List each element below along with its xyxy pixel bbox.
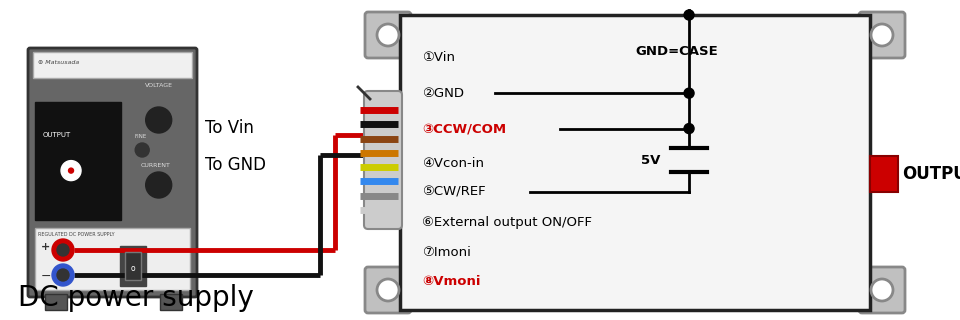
Circle shape bbox=[146, 172, 172, 198]
Bar bbox=[45, 294, 67, 310]
Bar bbox=[870, 156, 898, 192]
Text: ①Vin: ①Vin bbox=[422, 51, 455, 64]
Text: OUTPUT: OUTPUT bbox=[902, 165, 960, 183]
FancyBboxPatch shape bbox=[28, 48, 197, 297]
Circle shape bbox=[52, 264, 74, 286]
Text: OUTPUT: OUTPUT bbox=[43, 132, 71, 138]
Circle shape bbox=[146, 107, 172, 133]
Bar bbox=[125, 252, 141, 280]
Circle shape bbox=[684, 124, 694, 133]
Text: ③CCW/COM: ③CCW/COM bbox=[422, 122, 506, 135]
Circle shape bbox=[871, 279, 893, 301]
FancyBboxPatch shape bbox=[365, 12, 411, 58]
Text: ⑦Imoni: ⑦Imoni bbox=[422, 246, 470, 259]
Bar bbox=[120, 246, 146, 286]
Text: GND=CASE: GND=CASE bbox=[635, 45, 718, 58]
Text: 5V: 5V bbox=[641, 154, 660, 167]
Text: ⊛ Matsusada: ⊛ Matsusada bbox=[38, 60, 80, 65]
Text: +: + bbox=[41, 242, 50, 252]
Circle shape bbox=[61, 161, 81, 180]
Text: To Vin: To Vin bbox=[205, 119, 253, 137]
Circle shape bbox=[871, 24, 893, 46]
Bar bbox=[33, 52, 192, 78]
Bar bbox=[35, 102, 121, 220]
Text: −: − bbox=[41, 270, 52, 283]
Text: VOLTAGE: VOLTAGE bbox=[145, 83, 173, 88]
Text: To GND: To GND bbox=[205, 156, 266, 174]
Text: FINE: FINE bbox=[134, 134, 147, 139]
Text: ⑧Vmoni: ⑧Vmoni bbox=[422, 276, 481, 288]
Text: CURRENT: CURRENT bbox=[141, 163, 171, 168]
Circle shape bbox=[68, 168, 74, 173]
Text: ⑥External output ON/OFF: ⑥External output ON/OFF bbox=[422, 216, 592, 229]
Circle shape bbox=[135, 143, 149, 157]
Circle shape bbox=[377, 279, 399, 301]
Text: ⑤CW/REF: ⑤CW/REF bbox=[422, 186, 486, 198]
Circle shape bbox=[57, 269, 69, 281]
Circle shape bbox=[57, 244, 69, 256]
Text: o: o bbox=[131, 264, 134, 273]
Circle shape bbox=[684, 10, 694, 20]
Bar bbox=[400, 15, 870, 310]
FancyBboxPatch shape bbox=[859, 267, 905, 313]
Text: REGULATED DC POWER SUPPLY: REGULATED DC POWER SUPPLY bbox=[38, 232, 114, 237]
Circle shape bbox=[377, 24, 399, 46]
Circle shape bbox=[684, 88, 694, 98]
Circle shape bbox=[52, 239, 74, 261]
FancyBboxPatch shape bbox=[859, 12, 905, 58]
FancyBboxPatch shape bbox=[365, 267, 411, 313]
Text: DC power supply: DC power supply bbox=[18, 284, 253, 312]
FancyBboxPatch shape bbox=[364, 91, 402, 229]
Bar bbox=[160, 294, 182, 310]
Text: ②GND: ②GND bbox=[422, 87, 464, 100]
Text: ④Vcon-in: ④Vcon-in bbox=[422, 157, 484, 171]
Bar bbox=[35, 228, 190, 290]
